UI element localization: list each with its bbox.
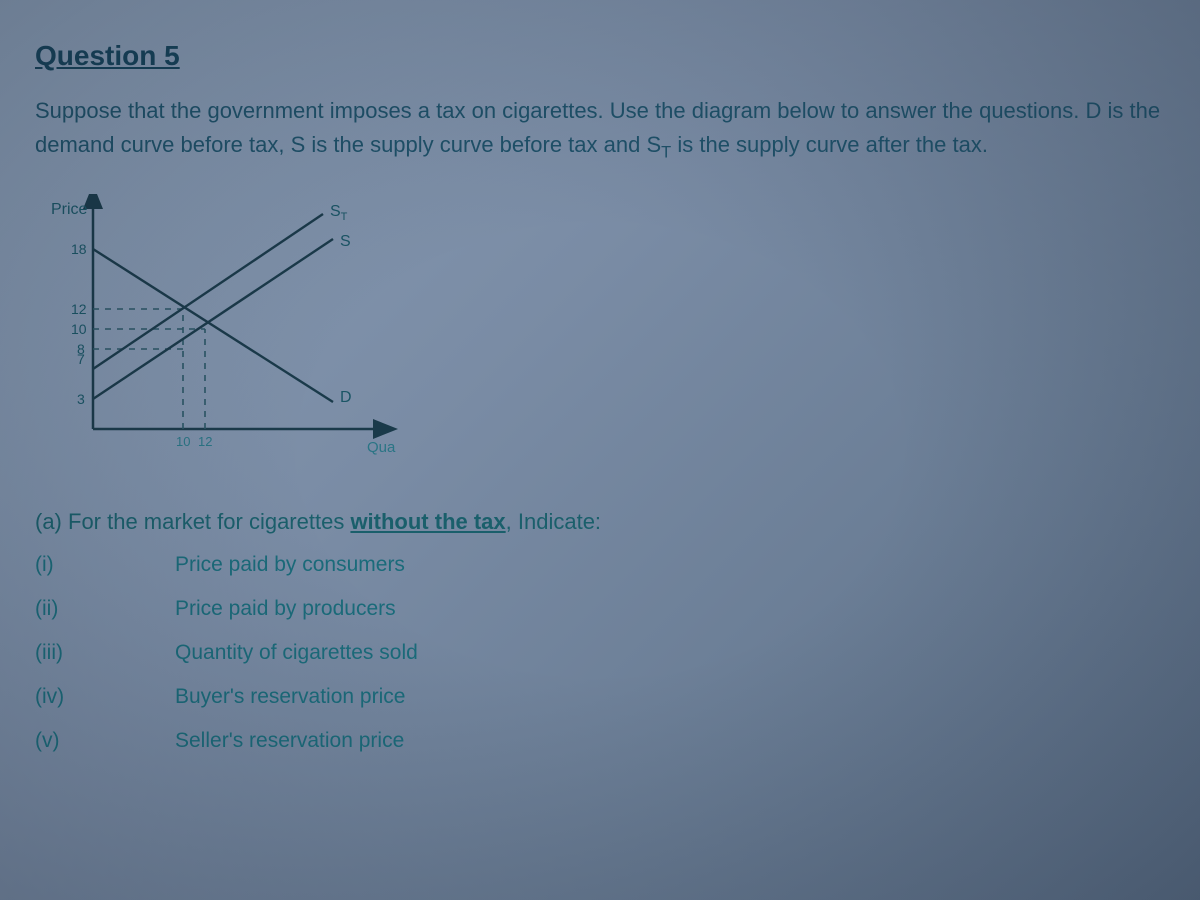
- x-axis-label: Qua: [367, 439, 396, 456]
- ytick-18: 18: [71, 241, 87, 257]
- sub-item-text: Seller's reservation price: [175, 729, 1165, 753]
- ytick-7: 7: [77, 351, 85, 367]
- curve-d: [93, 249, 333, 402]
- sub-item-text: Price paid by consumers: [175, 553, 1165, 577]
- label-s: S: [340, 233, 351, 250]
- sub-item-text: Buyer's reservation price: [175, 685, 1165, 709]
- sub-item-label: (i): [35, 553, 175, 577]
- part-a-text: (a) For the market for cigarettes withou…: [35, 509, 1165, 535]
- label-st: ST: [330, 203, 348, 223]
- question-text-line1: Suppose that the government imposes a ta…: [35, 98, 1101, 123]
- sub-item: (iv) Buyer's reservation price: [35, 685, 1165, 709]
- sub-items-list: (i) Price paid by consumers (ii) Price p…: [35, 553, 1165, 753]
- sub-item-label: (iv): [35, 685, 175, 709]
- sub-item-label: (v): [35, 729, 175, 753]
- curve-st: [93, 214, 323, 369]
- chart-svg: Price Qua 18 12 10 8 7 3 10 12 ST: [43, 194, 403, 474]
- sub-item-text: Quantity of cigarettes sold: [175, 641, 1165, 665]
- sub-item: (v) Seller's reservation price: [35, 729, 1165, 753]
- label-d: D: [340, 389, 352, 406]
- sub-item: (ii) Price paid by producers: [35, 597, 1165, 621]
- xtick-12: 12: [198, 434, 212, 449]
- ytick-3: 3: [77, 391, 85, 407]
- part-a-before: (a) For the market for cigarettes: [35, 509, 350, 534]
- question-title: Question 5: [35, 40, 1165, 72]
- sub-item: (iii) Quantity of cigarettes sold: [35, 641, 1165, 665]
- ytick-12: 12: [71, 301, 87, 317]
- ytick-10: 10: [71, 321, 87, 337]
- sub-item-text: Price paid by producers: [175, 597, 1165, 621]
- part-a-after: , Indicate:: [506, 509, 601, 534]
- y-axis-label: Price: [51, 201, 88, 218]
- curve-s: [93, 239, 333, 399]
- sub-item-label: (iii): [35, 641, 175, 665]
- question-text-rest: is the supply curve after the tax.: [671, 132, 988, 157]
- sub-item: (i) Price paid by consumers: [35, 553, 1165, 577]
- part-a-bold: without the tax: [350, 509, 505, 534]
- sub-item-label: (ii): [35, 597, 175, 621]
- question-subscript-t: T: [661, 143, 671, 161]
- xtick-10: 10: [176, 434, 190, 449]
- question-text: Suppose that the government imposes a ta…: [35, 94, 1165, 166]
- supply-demand-chart: Price Qua 18 12 10 8 7 3 10 12 ST: [43, 194, 403, 474]
